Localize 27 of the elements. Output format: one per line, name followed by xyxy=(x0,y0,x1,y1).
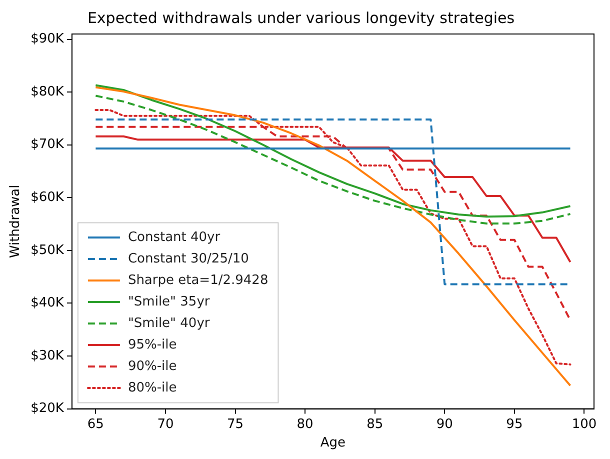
legend-label: 80%-ile xyxy=(128,380,177,396)
legend-label: Constant 30/25/10 xyxy=(128,251,249,266)
legend-label: Sharpe eta=1/2.9428 xyxy=(128,272,268,288)
y-tick-label: $80K xyxy=(30,84,64,100)
legend-label: "Smile" 40yr xyxy=(128,316,210,331)
y-tick-label: $70K xyxy=(30,137,64,152)
chart-title: Expected withdrawals under various longevity strategies xyxy=(87,8,515,27)
y-tick-label: $40K xyxy=(30,296,64,311)
x-tick-label: 100 xyxy=(572,416,597,432)
x-tick-label: 70 xyxy=(157,416,174,432)
y-tick-label: $20K xyxy=(30,401,64,416)
legend-label: "Smile" 35yr xyxy=(128,294,210,310)
y-tick-label: $30K xyxy=(30,348,64,364)
y-tick-label: $90K xyxy=(30,32,64,47)
y-tick-label: $50K xyxy=(30,242,64,258)
x-axis-title: Age xyxy=(320,436,346,451)
legend-label: 90%-ile xyxy=(128,358,177,374)
y-tick-label: $60K xyxy=(30,190,64,206)
x-tick-label: 85 xyxy=(366,416,384,432)
x-tick-label: 80 xyxy=(296,416,314,432)
x-tick-label: 90 xyxy=(436,416,453,432)
x-tick-label: 65 xyxy=(87,416,104,432)
y-axis-title: Withdrawal xyxy=(8,184,24,258)
x-tick-label: 75 xyxy=(226,416,244,432)
legend-label: Constant 40yr xyxy=(128,230,221,245)
legend-label: 95%-ile xyxy=(128,337,177,352)
x-tick-label: 95 xyxy=(506,416,523,432)
